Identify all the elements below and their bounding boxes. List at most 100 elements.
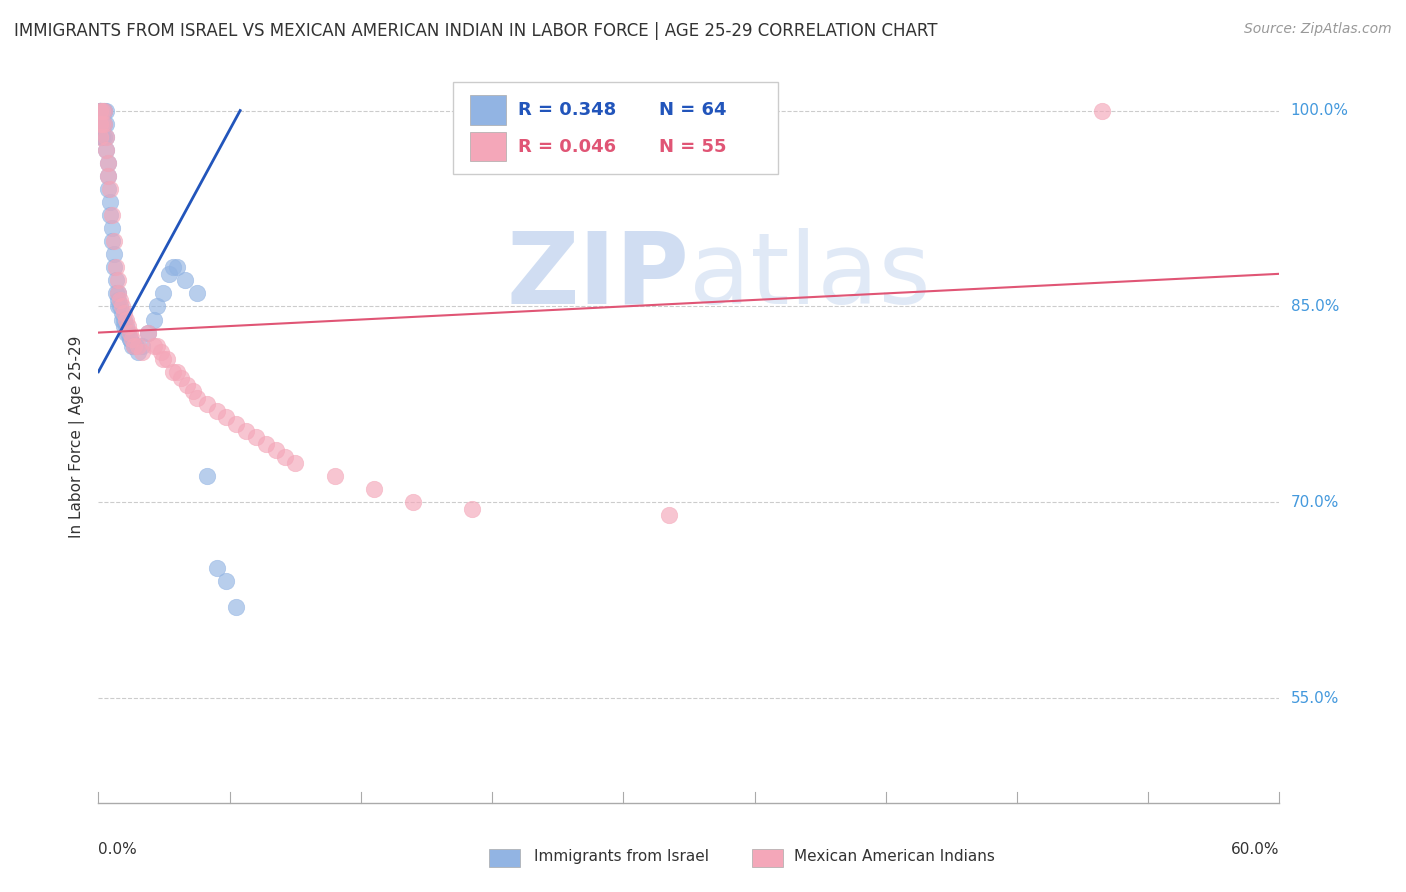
- Point: [136, 326, 159, 340]
- Point: [118, 332, 141, 346]
- Point: [1091, 103, 1114, 118]
- Text: ZIP: ZIP: [506, 227, 689, 325]
- Point: [274, 450, 297, 464]
- Point: [89, 103, 111, 118]
- Text: atlas: atlas: [689, 227, 931, 325]
- Point: [89, 103, 111, 118]
- Point: [108, 300, 131, 314]
- Point: [105, 260, 128, 275]
- Point: [195, 397, 218, 411]
- Text: 70.0%: 70.0%: [1291, 495, 1339, 510]
- Point: [97, 169, 120, 183]
- Point: [93, 117, 115, 131]
- Point: [89, 103, 111, 118]
- Point: [112, 306, 135, 320]
- Point: [156, 351, 179, 366]
- Point: [402, 495, 425, 509]
- Point: [205, 560, 228, 574]
- Point: [225, 599, 247, 614]
- Point: [186, 391, 208, 405]
- Point: [107, 273, 129, 287]
- Text: IMMIGRANTS FROM ISRAEL VS MEXICAN AMERICAN INDIAN IN LABOR FORCE | AGE 25-29 COR: IMMIGRANTS FROM ISRAEL VS MEXICAN AMERIC…: [14, 22, 938, 40]
- Point: [131, 345, 153, 359]
- FancyBboxPatch shape: [471, 95, 506, 125]
- Point: [215, 410, 238, 425]
- Point: [162, 365, 184, 379]
- Point: [101, 208, 124, 222]
- Point: [152, 351, 174, 366]
- Point: [96, 143, 118, 157]
- Point: [121, 332, 143, 346]
- Text: 60.0%: 60.0%: [1232, 842, 1279, 856]
- Text: 85.0%: 85.0%: [1291, 299, 1339, 314]
- Point: [91, 117, 114, 131]
- Point: [98, 182, 121, 196]
- Point: [170, 371, 193, 385]
- Point: [112, 312, 135, 326]
- Point: [225, 417, 247, 431]
- Point: [91, 117, 114, 131]
- Text: R = 0.046: R = 0.046: [517, 137, 616, 156]
- Point: [111, 306, 134, 320]
- Point: [89, 103, 111, 118]
- Point: [97, 182, 120, 196]
- Point: [96, 129, 118, 144]
- Point: [461, 502, 484, 516]
- Point: [125, 339, 148, 353]
- Point: [97, 169, 120, 183]
- Point: [157, 267, 180, 281]
- Point: [98, 208, 121, 222]
- Point: [91, 103, 114, 118]
- Point: [115, 326, 138, 340]
- Point: [162, 260, 184, 275]
- Point: [91, 103, 114, 118]
- Point: [363, 483, 385, 497]
- Point: [89, 103, 111, 118]
- Point: [101, 234, 124, 248]
- Point: [118, 326, 141, 340]
- Point: [118, 332, 141, 346]
- Point: [89, 103, 111, 118]
- Point: [146, 300, 169, 314]
- Point: [97, 156, 120, 170]
- Text: N = 64: N = 64: [659, 101, 727, 120]
- Point: [96, 117, 118, 131]
- Text: 55.0%: 55.0%: [1291, 690, 1339, 706]
- Point: [112, 319, 135, 334]
- Text: N = 55: N = 55: [659, 137, 727, 156]
- Point: [93, 103, 115, 118]
- Point: [115, 319, 138, 334]
- Point: [142, 312, 165, 326]
- Point: [93, 103, 115, 118]
- Point: [284, 456, 307, 470]
- Point: [89, 117, 111, 131]
- Text: 0.0%: 0.0%: [98, 842, 138, 856]
- Point: [103, 234, 125, 248]
- Point: [98, 194, 121, 209]
- Point: [96, 103, 118, 118]
- Point: [107, 286, 129, 301]
- Point: [166, 260, 188, 275]
- Point: [215, 574, 238, 588]
- Point: [103, 247, 125, 261]
- Point: [254, 436, 277, 450]
- Point: [181, 384, 204, 399]
- Point: [89, 103, 111, 118]
- Point: [111, 312, 134, 326]
- Point: [146, 339, 169, 353]
- Point: [121, 339, 143, 353]
- Point: [186, 286, 208, 301]
- Point: [264, 443, 287, 458]
- Point: [176, 377, 198, 392]
- Point: [93, 129, 115, 144]
- Point: [91, 103, 114, 118]
- Point: [142, 339, 165, 353]
- Point: [174, 273, 197, 287]
- Point: [235, 424, 257, 438]
- Point: [108, 293, 131, 307]
- Point: [107, 293, 129, 307]
- Point: [89, 129, 111, 144]
- Point: [101, 221, 124, 235]
- Point: [195, 469, 218, 483]
- Point: [91, 129, 114, 144]
